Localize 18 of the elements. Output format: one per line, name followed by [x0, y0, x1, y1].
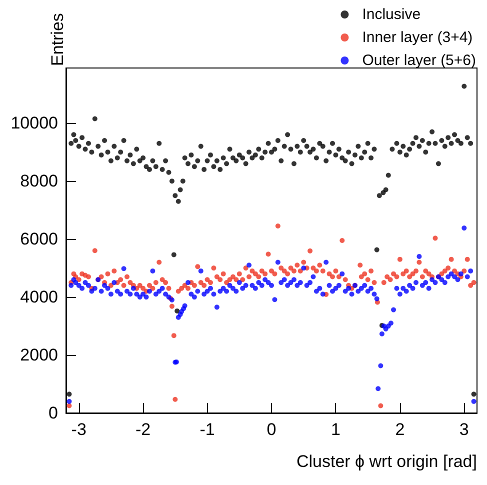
x-tick-label: -3 — [71, 420, 86, 439]
x-tick-label: 2 — [395, 420, 405, 439]
legend-label: Outer layer (5+6) — [362, 52, 476, 69]
legend-label: Inclusive — [362, 6, 421, 23]
x-tick-label: 1 — [330, 420, 340, 439]
legend-label: Inner layer (3+4) — [362, 29, 473, 46]
x-axis-title: Cluster ϕ wrt origin [rad] — [296, 452, 477, 471]
x-tick-label: -1 — [200, 420, 215, 439]
y-tick-label: 2000 — [20, 346, 58, 365]
y-axis-title: Entries — [48, 13, 67, 66]
y-tick-label: 0 — [48, 404, 58, 422]
x-tick-label: 3 — [459, 420, 469, 439]
x-tick-label: -2 — [136, 420, 151, 439]
x-tick-label: 0 — [266, 420, 276, 439]
y-tick-label: 6000 — [20, 230, 58, 249]
y-tick-label: 8000 — [20, 172, 58, 191]
y-tick-label: 10000 — [10, 114, 58, 133]
y-tick-label: 4000 — [20, 288, 58, 307]
